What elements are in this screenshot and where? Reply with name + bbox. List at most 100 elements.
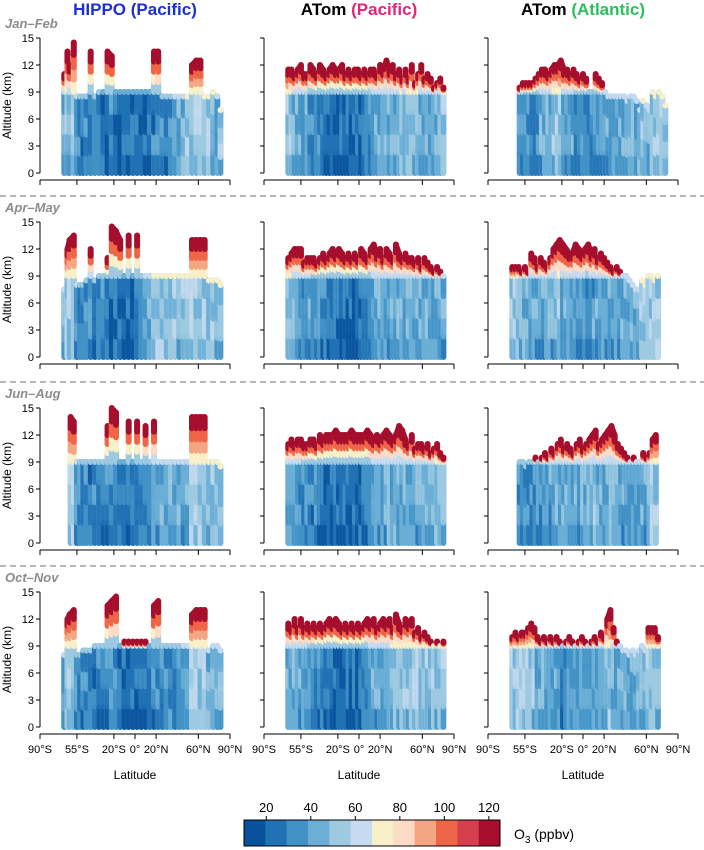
profile-column — [586, 89, 593, 176]
profile-column — [180, 273, 187, 360]
column-title-part: HIPPO (Pacific) — [73, 0, 197, 19]
profile-column — [113, 89, 119, 176]
profile-column — [210, 277, 217, 360]
profile-column — [205, 459, 212, 546]
axes: 90°S 55°S 20°S 0° 20°N 60°N 90°N Latitude — [252, 591, 466, 782]
profile-column — [184, 273, 191, 360]
profile-top — [602, 89, 609, 95]
profile-column — [184, 459, 191, 546]
profile-column — [214, 643, 221, 730]
profile-column — [155, 273, 162, 360]
profile-column — [440, 273, 447, 360]
profile-column — [176, 93, 183, 176]
x-tick-label: 55°S — [65, 744, 89, 756]
flight-track — [383, 246, 393, 257]
y-tick-label: 0 — [28, 722, 34, 734]
profile-column — [629, 282, 636, 360]
profile-column — [205, 277, 212, 360]
profile-column — [77, 282, 84, 360]
profile-column — [73, 282, 80, 360]
profile-column — [151, 273, 157, 360]
y-tick-label: 6 — [28, 484, 34, 496]
y-tick-label: 6 — [28, 298, 34, 310]
panel-1-3 — [484, 37, 679, 185]
profile-column — [100, 459, 107, 546]
profile-column — [117, 643, 124, 730]
season-label: Jun–Aug — [5, 386, 61, 401]
profile-top — [217, 107, 224, 113]
profile-column — [217, 107, 224, 176]
profile-column — [80, 93, 87, 176]
flight-track — [317, 62, 326, 73]
profile-top — [659, 93, 666, 100]
panel-3-3 — [484, 407, 679, 555]
profiles — [285, 57, 447, 176]
y-tick-label: 0 — [28, 352, 34, 364]
panel-1-2 — [260, 37, 455, 185]
profile-column — [637, 459, 643, 546]
panel-3-1: Jun–Aug Altitude (km) 0 3 6 9 12 15 — [0, 386, 231, 555]
profiles — [516, 57, 669, 176]
profile-top — [217, 463, 224, 470]
y-tick-label: 15 — [22, 587, 34, 599]
y-tick-label: 15 — [22, 403, 34, 415]
profile-column — [602, 89, 609, 176]
profile-column — [121, 459, 128, 546]
profile-column — [138, 273, 145, 360]
season-label: Oct–Nov — [5, 570, 59, 585]
profile-column — [159, 93, 166, 176]
profile-column — [651, 277, 658, 360]
y-tick-label: 15 — [22, 217, 34, 229]
y-tick-label: 6 — [28, 668, 34, 680]
profiles — [285, 611, 447, 730]
profile-top — [440, 273, 447, 279]
profile-column — [83, 459, 90, 546]
profile-column — [83, 93, 90, 176]
profile-column — [134, 89, 141, 176]
profile-column — [87, 647, 94, 730]
flight-track — [109, 405, 119, 416]
profile-column — [642, 282, 649, 360]
profile-column — [80, 459, 87, 546]
profile-column — [643, 102, 650, 176]
x-axis-label: Latitude — [114, 768, 157, 782]
profile-column — [654, 273, 661, 360]
profile-column — [163, 93, 170, 176]
y-axis-label: Altitude (km) — [0, 256, 14, 323]
profile-column — [167, 459, 174, 546]
flight-track — [66, 607, 77, 618]
profile-column — [589, 89, 596, 176]
panel-2-1: Apr–May Altitude (km) 0 3 6 9 12 15 — [0, 200, 231, 369]
profile-column — [611, 93, 618, 176]
profile-column — [652, 93, 659, 176]
profile-column — [91, 277, 98, 360]
profile-column — [142, 273, 149, 360]
y-tick-label: 6 — [28, 114, 34, 126]
flight-track — [109, 593, 119, 604]
profile-column — [516, 459, 523, 546]
panels: Jan–Feb Altitude (km) 0 3 6 9 12 15 Apr–May Altit… — [0, 16, 690, 782]
profile-column — [180, 459, 187, 546]
panel-1-1: Jan–Feb Altitude (km) 0 3 6 9 12 15 — [0, 16, 231, 185]
x-axis-label: Latitude — [338, 768, 381, 782]
profile-column — [129, 273, 136, 360]
profile-top — [621, 93, 628, 100]
flight-track — [104, 48, 115, 59]
flight-track — [589, 427, 599, 438]
profile-column — [117, 459, 124, 546]
profile-column — [83, 277, 90, 360]
panel-4-1: Oct–Nov Altitude (km) 0 3 6 9 12 15 90°S 55°S 20°S… — [0, 570, 242, 782]
profiles — [61, 223, 224, 360]
profile-top — [633, 98, 640, 104]
profile-top — [210, 89, 217, 95]
profile-column — [637, 107, 643, 176]
axes: 0 3 6 9 12 15 — [22, 33, 231, 185]
axes — [484, 221, 679, 369]
flight-track — [66, 232, 77, 243]
y-tick-label: 12 — [22, 60, 34, 72]
profile-column — [159, 643, 166, 730]
profile-column — [605, 93, 612, 176]
profile-column — [217, 282, 224, 360]
profile-column — [167, 643, 174, 730]
y-axis-label: Altitude (km) — [0, 442, 14, 509]
